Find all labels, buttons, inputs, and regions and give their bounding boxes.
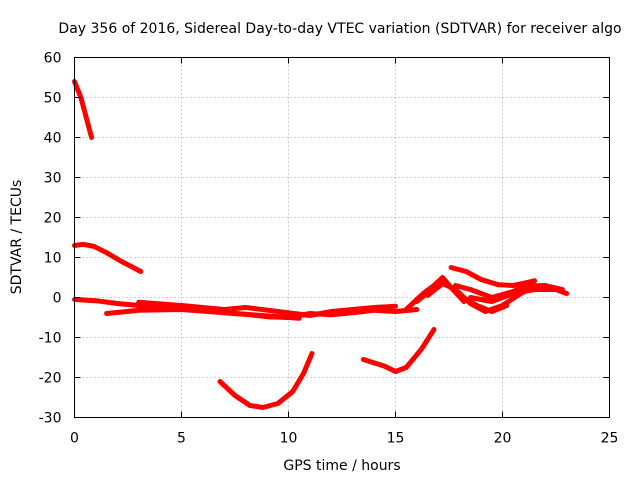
y-tick-label: 40	[44, 131, 62, 147]
series-line-arc-2	[72, 241, 144, 274]
y-tick-label: 30	[44, 171, 62, 187]
x-tick-label: 25	[601, 431, 619, 447]
axis-ticks	[74, 57, 610, 418]
x-axis-label: GPS time / hours	[283, 458, 400, 474]
series-line-arc-13	[467, 287, 570, 304]
x-tick-labels: 0 5 10 15 20 25	[70, 431, 618, 447]
series-line-arc-7	[360, 327, 437, 374]
y-tick-labels: -30 -20 -10 0 10 20 30 40 50 60	[39, 51, 62, 427]
series-line-arc-11	[448, 265, 538, 288]
series-layer	[72, 79, 570, 410]
x-tick-label: 10	[280, 431, 298, 447]
y-tick-label: 0	[53, 291, 62, 307]
y-tick-label: -10	[39, 331, 62, 347]
y-tick-label: 50	[44, 91, 62, 107]
x-tick-label: 20	[494, 431, 512, 447]
series-line-arc-6	[217, 351, 315, 410]
chart-title: Day 356 of 2016, Sidereal Day-to-day VTE…	[58, 21, 621, 37]
y-axis-label: SDTVAR / TECUs	[9, 180, 25, 295]
x-tick-label: 5	[177, 431, 186, 447]
series-line-arc-10	[425, 281, 538, 314]
plot-frame	[74, 57, 610, 418]
grid-lines	[74, 57, 610, 418]
series-line-arc-5	[136, 299, 398, 318]
y-tick-label: -30	[39, 411, 62, 427]
y-tick-label: 10	[44, 251, 62, 267]
series-line-arc-4	[104, 307, 302, 321]
x-tick-label: 15	[387, 431, 405, 447]
y-tick-label: 20	[44, 211, 62, 227]
y-tick-label: 60	[44, 51, 62, 67]
x-tick-label: 0	[70, 431, 79, 447]
y-tick-label: -20	[39, 371, 62, 387]
series-line-arc-1	[72, 79, 95, 140]
